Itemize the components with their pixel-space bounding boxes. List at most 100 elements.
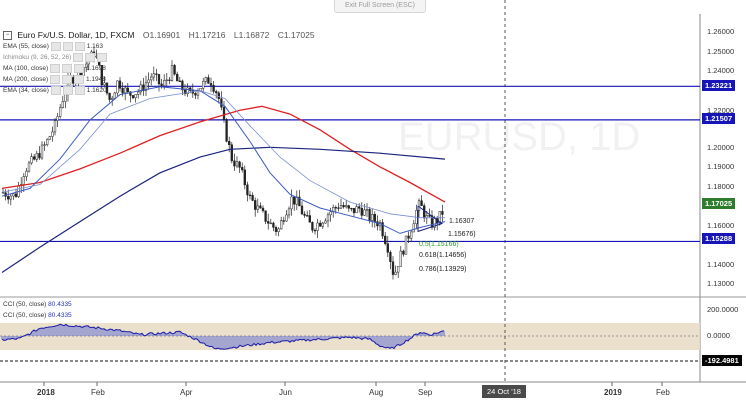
- candle-body: [311, 222, 314, 231]
- settings-icon[interactable]: [62, 86, 73, 95]
- candle-body: [103, 82, 106, 86]
- ema34-line: [1, 86, 446, 234]
- candle-body: [131, 95, 135, 99]
- candle-body: [264, 210, 267, 222]
- eye-icon[interactable]: [50, 64, 61, 73]
- candle-body: [116, 80, 119, 94]
- close-icon[interactable]: [74, 75, 85, 84]
- ma200-line: [1, 105, 446, 203]
- settings-icon[interactable]: [62, 64, 73, 73]
- candle-body: [274, 227, 278, 232]
- candle-body: [345, 205, 348, 208]
- eye-icon[interactable]: [50, 75, 61, 84]
- candle-body: [152, 73, 155, 78]
- candle-body: [215, 91, 218, 94]
- candle-body: [118, 80, 122, 89]
- settings-icon[interactable]: [62, 42, 73, 51]
- cci-legend-2[interactable]: CCI (50, close) 80.4335: [3, 312, 72, 319]
- candle-body: [410, 231, 413, 239]
- close-icon[interactable]: [97, 53, 108, 62]
- candle-body: [147, 79, 150, 84]
- candle-body: [30, 156, 33, 164]
- candle-body: [290, 196, 293, 210]
- candle-body: [381, 222, 384, 237]
- eye-icon[interactable]: [50, 86, 61, 95]
- candle-body: [407, 235, 410, 239]
- candle-body: [313, 229, 317, 232]
- candle-body: [43, 144, 46, 146]
- candle-body: [251, 195, 254, 201]
- ohlc-close: C1.17025: [277, 30, 315, 40]
- candle-body: [194, 93, 197, 96]
- price-tick: 1.22000: [707, 106, 735, 115]
- close-icon[interactable]: [74, 86, 85, 95]
- indicator-legend-ma100[interactable]: MA (100, close) 1.1698: [3, 64, 106, 73]
- candle-body: [48, 136, 51, 140]
- candle-body: [259, 205, 262, 209]
- price-badge-3: 1.15288: [702, 233, 736, 244]
- candle-body: [129, 91, 132, 96]
- candle-body: [402, 250, 405, 255]
- close-icon[interactable]: [74, 42, 85, 51]
- candle-body: [282, 220, 285, 222]
- candle-body: [51, 131, 54, 137]
- candle-body: [176, 73, 179, 82]
- candle-body: [384, 235, 387, 244]
- candle-body: [324, 220, 327, 224]
- price-tick: 1.19000: [707, 162, 735, 171]
- indicator-legend-ema34[interactable]: EMA (34, close) 1.1620: [3, 86, 107, 95]
- cci-axis-tick: 0.0000: [707, 331, 730, 340]
- eye-icon[interactable]: [50, 42, 61, 51]
- candle-body: [222, 106, 226, 120]
- candle-body: [56, 116, 59, 121]
- indicator-legend-ichimoku[interactable]: Ichimoku (9, 26, 52, 26): [3, 53, 108, 63]
- candle-body: [430, 215, 434, 228]
- indicator-legend-ema55[interactable]: EMA (55, close) 1.163: [3, 42, 103, 51]
- candle-body: [368, 209, 371, 221]
- close-icon[interactable]: [74, 64, 85, 73]
- candle-body: [209, 83, 213, 86]
- candle-body: [391, 261, 395, 275]
- candle-body: [183, 89, 187, 95]
- settings-icon[interactable]: [85, 53, 96, 62]
- candle-body: [285, 214, 288, 222]
- candle-body: [337, 207, 340, 209]
- candle-body: [360, 208, 363, 216]
- fib-label: 0.618(1.14656): [419, 252, 467, 259]
- indicator-legend-ma200[interactable]: MA (200, close) 1.1948: [3, 75, 106, 84]
- time-tick: Jun: [279, 388, 292, 397]
- candle-body: [358, 206, 361, 209]
- candle-body: [428, 215, 431, 217]
- candle-body: [303, 213, 306, 216]
- candle-body: [350, 207, 353, 210]
- settings-icon[interactable]: [62, 75, 73, 84]
- candle-body: [269, 222, 272, 225]
- symbol-title[interactable]: Euro Fx/U.S. Dollar, 1D, FXCM: [17, 30, 135, 40]
- cci-crosshair-badge: -192.4981: [702, 355, 742, 366]
- candle-body: [293, 196, 296, 205]
- price-badge-1: 1.23221: [702, 80, 736, 91]
- cci-line: [1, 323, 445, 350]
- collapse-icon[interactable]: −: [3, 31, 12, 41]
- candle-body: [272, 222, 275, 228]
- candle-body: [46, 139, 49, 145]
- candle-body: [196, 90, 200, 96]
- candle-body: [9, 195, 12, 200]
- candle-body: [7, 196, 10, 200]
- candle-body: [347, 205, 350, 209]
- eye-icon[interactable]: [73, 53, 84, 62]
- candle-body: [181, 80, 184, 91]
- cci-legend-1[interactable]: CCI (50, close) 80.4335: [3, 301, 72, 308]
- candle-body: [61, 101, 64, 108]
- candle-body: [186, 87, 189, 95]
- horizontal-lines: [0, 85, 700, 243]
- price-badge-2: 1.21507: [702, 113, 736, 124]
- candle-body: [423, 205, 426, 219]
- candle-body: [339, 205, 343, 209]
- candle-body: [150, 76, 153, 81]
- fib-label: 1.16307: [449, 218, 475, 225]
- exit-fullscreen-button[interactable]: Exit Full Screen (ESC): [334, 0, 427, 13]
- candle-body: [373, 214, 376, 222]
